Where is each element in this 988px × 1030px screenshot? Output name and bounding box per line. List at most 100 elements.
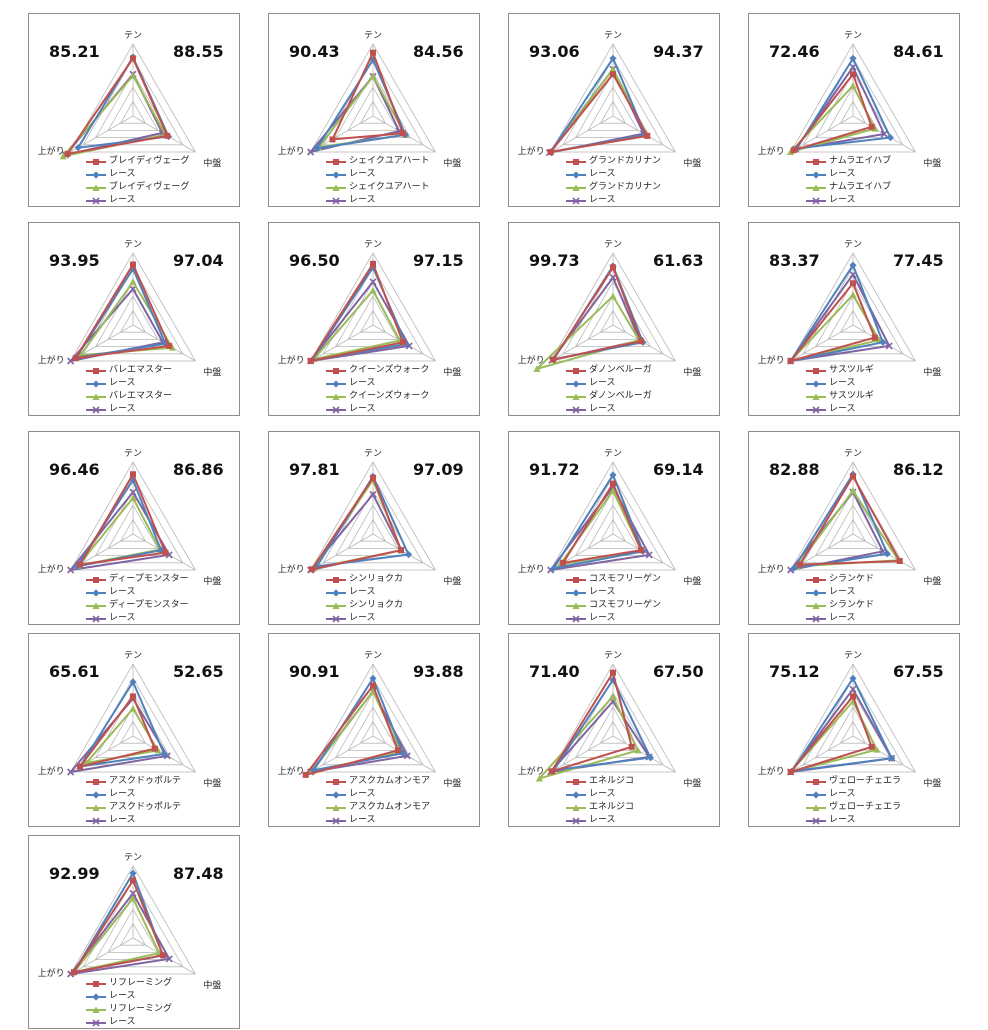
legend: アスクドゥポルテ レース アスクドゥポルテ レース [85, 775, 181, 827]
grid-ring [107, 504, 159, 549]
series-line [303, 683, 400, 777]
grid-ring [359, 518, 387, 542]
legend-entry: ブレイディヴェーグ [85, 155, 189, 168]
legend-entry: ディープモンスター [85, 599, 189, 612]
legend-marker [573, 158, 579, 165]
data-point [154, 746, 162, 754]
series-line [791, 72, 873, 153]
legend-entry: レース [565, 194, 661, 207]
axis-label: 中盤 [203, 157, 221, 169]
data-point [129, 476, 137, 484]
axis-label: 上がり [38, 145, 65, 157]
legend-swatch [566, 588, 586, 597]
legend-entry: ダノンベルーガ [565, 364, 652, 377]
axis-label: 中盤 [683, 777, 701, 789]
data-point [609, 54, 617, 62]
score-value: 86.86 [173, 460, 224, 479]
axis-spoke [70, 937, 134, 975]
data-point [849, 82, 857, 89]
legend-marker [572, 601, 580, 609]
legend: シンリョクカ レース シンリョクカ レース [325, 573, 403, 625]
axis-label: 中盤 [443, 777, 461, 789]
axis-spoke [550, 324, 614, 362]
legend-entry: レース [805, 377, 874, 390]
data-point [130, 693, 136, 700]
legend-label: エネルジコ [589, 776, 635, 786]
legend-swatch [326, 158, 346, 165]
axis-label: 中盤 [923, 575, 941, 587]
legend-label: アスクドゥポルテ [109, 776, 182, 786]
score-value: 96.46 [49, 460, 100, 479]
data-point [609, 292, 617, 300]
legend-swatch [566, 778, 586, 785]
legend: リフレーミング レース リフレーミング レース [85, 977, 172, 1029]
legend-swatch [566, 576, 586, 583]
data-point [644, 132, 651, 139]
legend-label: リフレーミング [109, 978, 173, 988]
axis-label: テン [124, 448, 142, 459]
legend-entry: ディープモンスター [85, 573, 189, 586]
legend-entry: レース [565, 377, 652, 390]
legend-swatch [806, 367, 826, 374]
legend-label: レース [349, 378, 376, 388]
legend: エネルジコ レース エネルジコ レース [565, 775, 634, 827]
axis-label: 上がり [518, 354, 545, 366]
axis-spoke [852, 735, 916, 773]
axis-label: 上がり [278, 145, 305, 157]
data-point [638, 547, 645, 554]
legend-marker [813, 158, 819, 165]
legend-label: レース [829, 789, 856, 799]
legend-entry: レース [565, 403, 652, 416]
data-point [885, 342, 893, 350]
legend-marker [572, 816, 580, 825]
data-point [129, 278, 137, 285]
data-point [560, 559, 567, 566]
legend-swatch [806, 576, 826, 583]
axis-spoke [310, 735, 374, 773]
axis-spoke [70, 115, 134, 153]
axis-label: 中盤 [683, 157, 701, 169]
data-point [370, 682, 376, 689]
legend-swatch [806, 614, 826, 623]
data-point [129, 494, 137, 501]
data-point [308, 566, 315, 573]
legend-entry: レース [85, 377, 172, 390]
data-point [129, 889, 137, 897]
legend-swatch [806, 405, 826, 414]
data-point [638, 338, 645, 345]
legend-marker [333, 367, 339, 374]
legend-marker [812, 803, 820, 811]
data-point [399, 749, 407, 757]
legend-label: レース [829, 815, 856, 825]
legend-entry: レース [325, 612, 403, 625]
legend-label: レース [109, 587, 136, 597]
legend-label: レース [349, 613, 376, 623]
legend-entry: レース [325, 377, 429, 390]
radar-chart-panel: テン 中盤 上がり 75.12 67.55 ヴェローチェエラ レース ヴェローチェエラ レース [748, 633, 960, 827]
legend-swatch [566, 816, 586, 825]
legend-marker [332, 196, 340, 205]
grid-ring [587, 504, 639, 549]
score-value: 84.61 [893, 42, 944, 61]
data-point [130, 55, 136, 62]
axis-spoke [310, 324, 374, 362]
data-point [129, 72, 137, 79]
legend-entry: アスクカムオンモア [325, 775, 430, 788]
radar-chart-panel: テン 中盤 上がり 72.46 84.61 ナムラエイハブ レース ナムラエイハブ レース [748, 13, 960, 207]
score-value: 67.50 [653, 662, 704, 681]
legend-label: レース [829, 587, 856, 597]
axis-label: 上がり [518, 563, 545, 575]
legend-entry: ナムラエイハブ [805, 181, 891, 194]
axis-label: 中盤 [203, 777, 221, 789]
legend-marker [333, 576, 339, 583]
data-point [609, 273, 617, 282]
data-point [880, 130, 888, 138]
series-line [311, 288, 402, 361]
legend-label: サスツルギ [829, 391, 874, 401]
score-value: 87.48 [173, 864, 224, 883]
